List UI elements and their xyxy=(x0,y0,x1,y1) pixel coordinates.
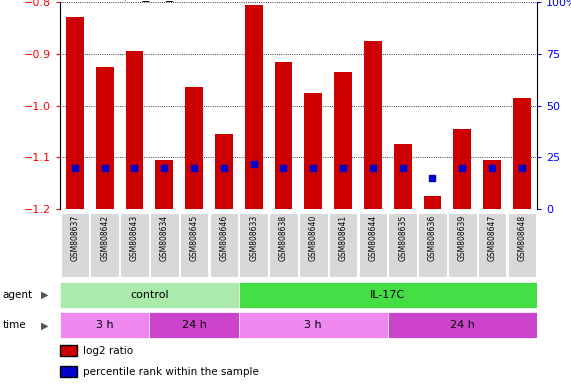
FancyBboxPatch shape xyxy=(61,213,89,277)
Text: GSM808637: GSM808637 xyxy=(70,215,79,261)
Text: 3 h: 3 h xyxy=(304,320,322,331)
FancyBboxPatch shape xyxy=(60,345,77,356)
Bar xyxy=(96,67,114,209)
FancyBboxPatch shape xyxy=(239,213,268,277)
FancyBboxPatch shape xyxy=(359,213,387,277)
Text: GSM808642: GSM808642 xyxy=(100,215,109,261)
Bar xyxy=(185,88,203,209)
Bar xyxy=(245,5,263,209)
FancyBboxPatch shape xyxy=(120,213,149,277)
Text: GSM808635: GSM808635 xyxy=(398,215,407,261)
Text: GSM808633: GSM808633 xyxy=(249,215,258,261)
Bar xyxy=(364,41,382,209)
Bar xyxy=(513,98,531,209)
Text: GSM808644: GSM808644 xyxy=(368,215,377,261)
Text: GSM808647: GSM808647 xyxy=(488,215,497,261)
Bar xyxy=(424,196,441,209)
FancyBboxPatch shape xyxy=(60,366,77,377)
Text: IL-17C: IL-17C xyxy=(370,290,405,300)
Bar xyxy=(155,160,173,209)
Text: GSM808639: GSM808639 xyxy=(458,215,467,261)
FancyBboxPatch shape xyxy=(180,213,208,277)
Text: GSM808636: GSM808636 xyxy=(428,215,437,261)
Text: ▶: ▶ xyxy=(41,290,49,300)
FancyBboxPatch shape xyxy=(299,213,328,277)
Bar xyxy=(483,160,501,209)
Text: time: time xyxy=(3,320,26,331)
FancyBboxPatch shape xyxy=(210,213,238,277)
Text: GDS4807 / A_23_P156355: GDS4807 / A_23_P156355 xyxy=(58,0,231,1)
Text: GSM808634: GSM808634 xyxy=(160,215,169,261)
FancyBboxPatch shape xyxy=(418,213,447,277)
Bar xyxy=(66,17,84,209)
Text: agent: agent xyxy=(3,290,33,300)
Text: GSM808641: GSM808641 xyxy=(339,215,348,261)
Text: 3 h: 3 h xyxy=(96,320,114,331)
Text: 24 h: 24 h xyxy=(450,320,475,331)
FancyBboxPatch shape xyxy=(478,213,506,277)
Text: 24 h: 24 h xyxy=(182,320,207,331)
Text: GSM808645: GSM808645 xyxy=(190,215,199,261)
FancyBboxPatch shape xyxy=(329,213,357,277)
Text: GSM808640: GSM808640 xyxy=(309,215,317,261)
Bar xyxy=(275,61,292,209)
Bar xyxy=(453,129,471,209)
Text: log2 ratio: log2 ratio xyxy=(83,346,133,356)
Text: GSM808648: GSM808648 xyxy=(517,215,526,261)
FancyBboxPatch shape xyxy=(60,313,150,338)
FancyBboxPatch shape xyxy=(90,213,119,277)
FancyBboxPatch shape xyxy=(150,213,179,277)
Text: GSM808643: GSM808643 xyxy=(130,215,139,261)
Text: GSM808646: GSM808646 xyxy=(219,215,228,261)
FancyBboxPatch shape xyxy=(60,282,239,308)
FancyBboxPatch shape xyxy=(239,282,537,308)
Bar xyxy=(304,93,322,209)
FancyBboxPatch shape xyxy=(239,313,388,338)
Text: ▶: ▶ xyxy=(41,320,49,331)
Bar xyxy=(126,51,143,209)
FancyBboxPatch shape xyxy=(150,313,239,338)
FancyBboxPatch shape xyxy=(448,213,477,277)
FancyBboxPatch shape xyxy=(269,213,297,277)
Bar xyxy=(394,144,412,209)
Bar xyxy=(334,72,352,209)
Bar xyxy=(215,134,233,209)
FancyBboxPatch shape xyxy=(508,213,536,277)
Text: percentile rank within the sample: percentile rank within the sample xyxy=(83,367,259,377)
Text: GSM808638: GSM808638 xyxy=(279,215,288,261)
FancyBboxPatch shape xyxy=(388,213,417,277)
FancyBboxPatch shape xyxy=(388,313,537,338)
Text: control: control xyxy=(130,290,168,300)
